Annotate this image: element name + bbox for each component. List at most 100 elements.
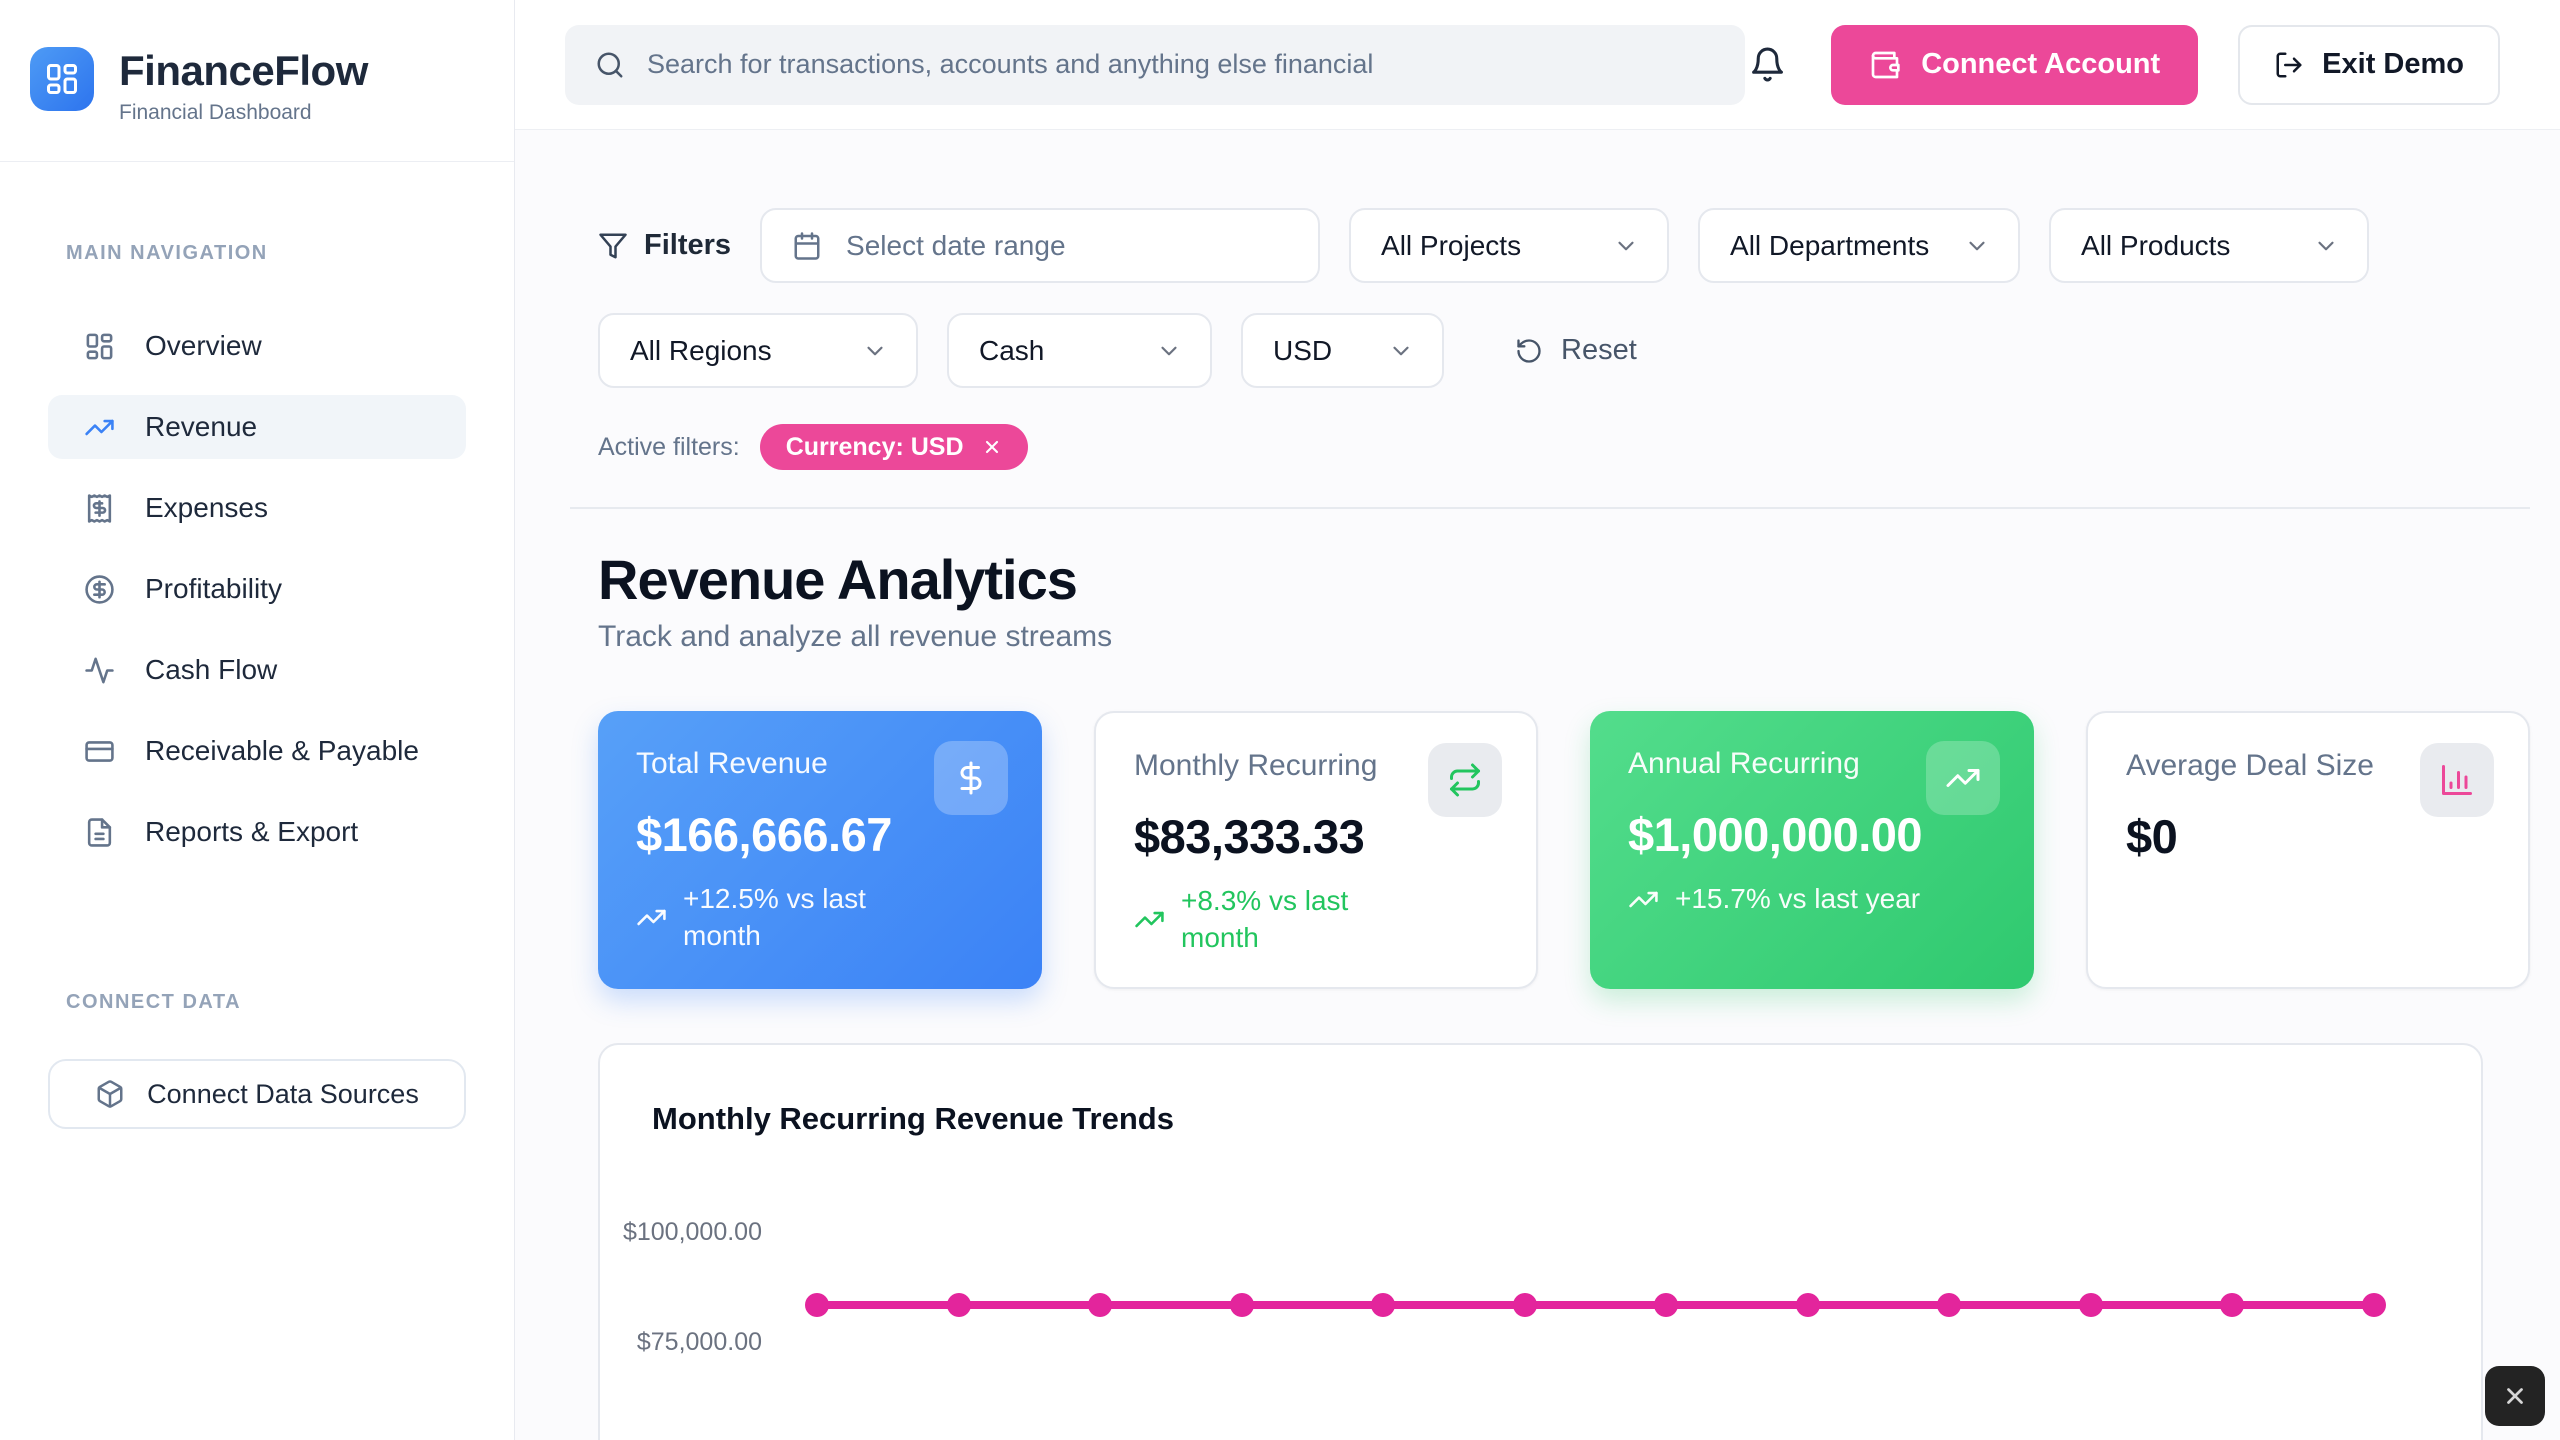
active-filter-chip-currency[interactable]: Currency: USD xyxy=(759,424,1028,470)
trending-up-icon xyxy=(637,910,666,926)
date-range-placeholder: Select date range xyxy=(846,229,1066,261)
search-input[interactable] xyxy=(647,49,1715,80)
chart-point xyxy=(805,1293,829,1317)
close-icon[interactable] xyxy=(982,437,1002,457)
sidebar-item-label: Cash Flow xyxy=(145,654,278,685)
sidebar-item-label: Overview xyxy=(145,330,262,361)
departments-select-value: All Departments xyxy=(1730,229,1930,261)
sidebar-item-label: Revenue xyxy=(145,411,258,442)
rotate-ccw-icon xyxy=(1517,338,1541,363)
reset-filters-button[interactable]: Reset xyxy=(1515,334,1637,367)
y-axis-tick: $75,000.00 xyxy=(636,1328,762,1356)
filter-row-1: Filters Select date range All Projects A… xyxy=(598,208,2530,283)
wallet-icon xyxy=(1871,51,1900,78)
calendar-icon xyxy=(794,231,820,260)
chart-title: Monthly Recurring Revenue Trends xyxy=(652,1101,1174,1136)
products-select[interactable]: All Products xyxy=(2049,208,2370,283)
sidebar-item-receivable-payable[interactable]: Receivable & Payable xyxy=(48,719,466,783)
sidebar-item-reports-export[interactable]: Reports & Export xyxy=(48,800,466,864)
chart-point xyxy=(946,1293,971,1317)
filters-toggle[interactable]: Filters xyxy=(598,229,731,262)
stat-card-total-revenue: Total Revenue $166,666.67 +12.5% vs last… xyxy=(598,711,1042,989)
payment-type-select[interactable]: Cash xyxy=(947,313,1212,388)
page-subtitle: Track and analyze all revenue streams xyxy=(598,620,1113,653)
sidebar: FinanceFlow Financial Dashboard MAIN NAV… xyxy=(0,0,515,1440)
sidebar-item-label: Receivable & Payable xyxy=(145,735,419,766)
sidebar-item-profitability[interactable]: Profitability xyxy=(48,557,466,621)
notifications-button[interactable] xyxy=(1749,46,1786,83)
brand-logo-icon xyxy=(30,47,94,111)
credit-card-icon xyxy=(85,740,114,762)
chevron-down-icon xyxy=(867,346,883,355)
chevron-down-icon xyxy=(1618,241,1634,250)
circle-dollar-icon xyxy=(85,574,114,604)
payment-type-select-value: Cash xyxy=(979,334,1045,366)
sidebar-item-label: Profitability xyxy=(145,573,282,604)
stat-cards: Total Revenue $166,666.67 +12.5% vs last… xyxy=(598,711,2530,989)
chart-point xyxy=(2078,1293,2103,1317)
date-range-input[interactable]: Select date range xyxy=(760,208,1321,283)
repeat-icon xyxy=(1428,743,1502,817)
stat-change-text: +15.7% vs last year xyxy=(1675,883,1921,914)
chart-point xyxy=(2220,1293,2245,1317)
stat-value: $0 xyxy=(2126,810,2178,863)
projects-select-value: All Projects xyxy=(1381,229,1522,261)
file-text-icon xyxy=(87,817,112,847)
sidebar-item-label: Reports & Export xyxy=(145,816,359,847)
connect-section-label: CONNECT DATA xyxy=(66,991,242,1013)
reset-label: Reset xyxy=(1561,334,1637,366)
dashboard-icon xyxy=(86,333,113,359)
exit-demo-button[interactable]: Exit Demo xyxy=(2238,24,2500,105)
sidebar-item-label: Expenses xyxy=(145,492,268,523)
connect-account-label: Connect Account xyxy=(1921,48,2161,80)
regions-select[interactable]: All Regions xyxy=(598,313,918,388)
sidebar-item-cash-flow[interactable]: Cash Flow xyxy=(48,638,466,702)
connect-data-sources-button[interactable]: Connect Data Sources xyxy=(48,1059,466,1129)
stat-title: Annual Recurring xyxy=(1628,747,1860,780)
chart-point xyxy=(1088,1293,1113,1317)
trending-up-icon xyxy=(1926,741,2000,815)
stat-change: +12.5% vs last month xyxy=(636,881,898,955)
overlay-close-button[interactable] xyxy=(2485,1366,2545,1426)
connect-account-button[interactable]: Connect Account xyxy=(1831,24,2199,105)
exit-demo-label: Exit Demo xyxy=(2322,48,2464,80)
chart-point xyxy=(1795,1293,1820,1317)
sidebar-item-overview[interactable]: Overview xyxy=(48,314,466,378)
stat-change: +15.7% vs last year xyxy=(1628,881,1920,918)
active-filters-label: Active filters: xyxy=(598,432,740,461)
stat-value: $83,333.33 xyxy=(1134,810,1365,863)
stat-card-annual-recurring: Annual Recurring $1,000,000.00 +15.7% vs… xyxy=(1590,711,2034,989)
cube-icon xyxy=(97,1080,123,1108)
bar-chart-icon xyxy=(2420,743,2494,817)
brand-name: FinanceFlow xyxy=(119,47,368,94)
logo: FinanceFlow Financial Dashboard xyxy=(0,47,514,125)
currency-select-value: USD xyxy=(1273,334,1333,366)
bell-icon xyxy=(1752,47,1784,82)
search-icon xyxy=(597,52,623,77)
main-area: Connect Account Exit Demo Filters Select… xyxy=(515,0,2560,1440)
chart-point xyxy=(1654,1293,1679,1317)
page-title: Revenue Analytics xyxy=(598,548,1078,611)
chart-point xyxy=(1229,1293,1254,1317)
trending-up-icon xyxy=(1135,912,1164,928)
chevron-down-icon xyxy=(2318,241,2334,250)
stat-value: $166,666.67 xyxy=(636,808,892,861)
regions-select-value: All Regions xyxy=(630,334,772,366)
chart-point xyxy=(1512,1293,1537,1317)
currency-select[interactable]: USD xyxy=(1241,313,1444,388)
nav-section-label: MAIN NAVIGATION xyxy=(66,242,268,264)
projects-select[interactable]: All Projects xyxy=(1349,208,1670,283)
stat-card-monthly-recurring: Monthly Recurring $83,333.33 +8.3% vs la… xyxy=(1094,711,1538,989)
search-bar[interactable] xyxy=(565,24,1745,105)
stat-value: $1,000,000.00 xyxy=(1628,808,1923,861)
stat-title: Monthly Recurring xyxy=(1134,749,1378,782)
departments-select[interactable]: All Departments xyxy=(1698,208,2021,283)
brand-text: FinanceFlow Financial Dashboard xyxy=(119,47,368,125)
sidebar-item-revenue[interactable]: Revenue xyxy=(48,395,466,459)
stat-change: +8.3% vs last month xyxy=(1134,883,1396,957)
chart-points xyxy=(805,1293,2386,1317)
sidebar-item-expenses[interactable]: Expenses xyxy=(48,476,466,540)
products-select-value: All Products xyxy=(2081,229,2231,261)
content: Filters Select date range All Projects A… xyxy=(515,130,2560,1440)
